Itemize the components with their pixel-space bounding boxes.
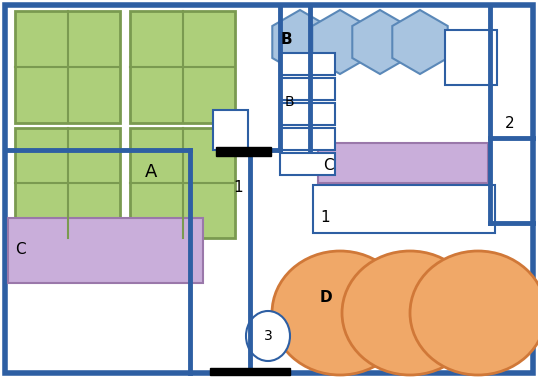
Bar [216,147,271,156]
Ellipse shape [246,311,290,361]
Bar [445,30,497,85]
Polygon shape [352,10,408,74]
Bar [213,110,248,150]
Bar [8,218,203,283]
Polygon shape [312,10,367,74]
Bar [210,368,290,375]
Bar [318,143,488,183]
Bar [130,128,235,238]
Text: 1: 1 [320,211,330,226]
Ellipse shape [410,251,538,375]
Text: C: C [15,243,26,257]
Bar [280,53,335,75]
Bar [280,128,335,150]
Text: B: B [285,95,295,109]
Polygon shape [272,10,328,74]
Bar [313,185,495,233]
Ellipse shape [342,251,478,375]
Text: D: D [320,291,332,305]
Text: 3: 3 [264,329,272,343]
Bar [130,11,235,123]
Text: 1: 1 [233,181,243,195]
Polygon shape [392,10,448,74]
Text: C: C [323,158,334,172]
Bar [15,11,120,123]
Bar [15,128,120,238]
Bar [280,153,335,175]
Bar [280,103,335,125]
Text: A: A [145,163,158,181]
Text: 2: 2 [505,116,515,130]
Text: B: B [280,33,292,48]
Ellipse shape [272,251,408,375]
Bar [280,78,335,100]
